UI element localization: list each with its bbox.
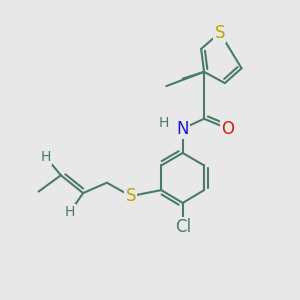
Text: O: O: [221, 120, 234, 138]
Text: H: H: [64, 206, 75, 219]
Text: S: S: [214, 24, 225, 42]
Text: Cl: Cl: [175, 218, 191, 236]
Text: H: H: [159, 116, 169, 130]
Text: H: H: [40, 149, 51, 164]
Text: S: S: [125, 187, 136, 205]
Text: N: N: [176, 120, 189, 138]
